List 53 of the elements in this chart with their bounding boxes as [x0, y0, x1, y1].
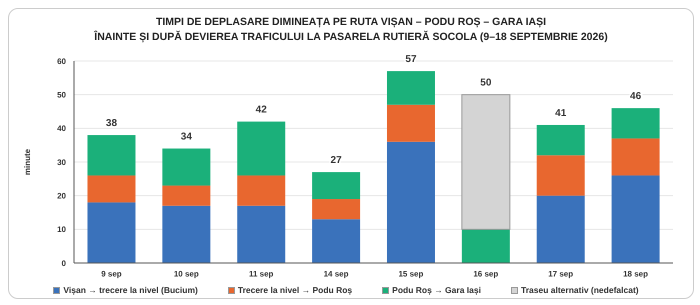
total-label: 34: [180, 132, 192, 143]
bar: [312, 199, 360, 220]
bar: [386, 104, 435, 142]
total-label: 57: [405, 54, 417, 66]
bar: [162, 206, 210, 263]
bar: [87, 135, 136, 176]
legend-label: Podu Roș → Gara Iași: [392, 285, 481, 295]
y-tick-label: 20: [57, 192, 67, 201]
bar: [536, 155, 585, 196]
x-tick-label: 11 sep: [248, 270, 274, 279]
x-tick-label: 16 sep: [473, 270, 498, 279]
chart-subtitle: ÎNAINTE ȘI DUPĂ DEVIEREA TRAFICULUI LA PASARELA RUTIERĂ SOCOLA (9–18 SEPTEMBRIE 2026): [93, 30, 609, 45]
total-label: 38: [106, 118, 118, 130]
y-tick-label: 30: [57, 158, 67, 167]
chart-title: TIMPI DE DEPLASARE DIMINEAȚA PE RUTA VIȘAN – PODU ROȘ – GARA IAȘI: [154, 15, 548, 30]
bar: [612, 108, 660, 138]
x-tick-label: 14 sep: [324, 270, 349, 279]
y-tick-label: 50: [57, 90, 67, 100]
y-tick-label: 0: [62, 258, 67, 268]
bar: [536, 196, 585, 263]
bar: [612, 138, 660, 176]
x-tick-label: 9 sep: [101, 270, 122, 279]
total-label: 50: [480, 78, 492, 89]
y-tick-label: 40: [57, 124, 67, 134]
y-axis-title: minute: [22, 148, 32, 176]
legend-label: Vișan → trecere la nivel (Bucium): [63, 285, 198, 295]
bar: [312, 172, 360, 200]
total-label: 41: [555, 108, 567, 119]
bar: [162, 148, 210, 186]
bar: [87, 175, 136, 202]
x-tick-label: 10 sep: [174, 270, 199, 279]
bar: [87, 202, 136, 263]
bar: [312, 219, 360, 263]
bar: [237, 206, 286, 263]
bar: [237, 122, 286, 176]
bar: [162, 186, 210, 206]
y-tick-label: 10: [57, 225, 67, 234]
bar: [386, 142, 435, 263]
legend-label: Trecere la nivel → Podu Roș: [238, 285, 352, 295]
legend-label: Traseu alternativ (nedefalcat): [520, 285, 639, 295]
bar: [612, 175, 660, 263]
total-label: 27: [330, 155, 342, 166]
x-tick-label: 17 sep: [548, 270, 574, 279]
bar: [237, 175, 286, 206]
bar: [536, 124, 585, 156]
total-label: 46: [630, 91, 642, 102]
bar: [462, 229, 510, 263]
y-tick-label: 60: [57, 56, 67, 66]
x-tick-label: 15 sep: [398, 270, 424, 279]
bar: [386, 71, 435, 105]
x-tick-label: 18 sep: [623, 270, 648, 279]
total-label: 42: [256, 104, 268, 116]
bar: [461, 94, 510, 230]
